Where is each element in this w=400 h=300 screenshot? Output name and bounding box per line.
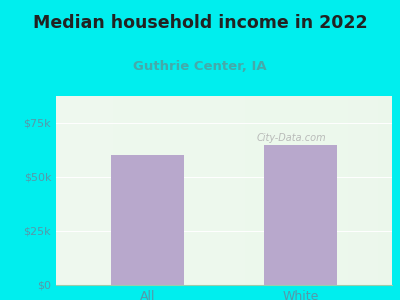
Text: City-Data.com: City-Data.com xyxy=(256,133,326,142)
Bar xyxy=(111,155,184,285)
Text: Guthrie Center, IA: Guthrie Center, IA xyxy=(133,60,267,73)
Text: Median household income in 2022: Median household income in 2022 xyxy=(33,14,367,32)
Bar xyxy=(264,145,337,285)
